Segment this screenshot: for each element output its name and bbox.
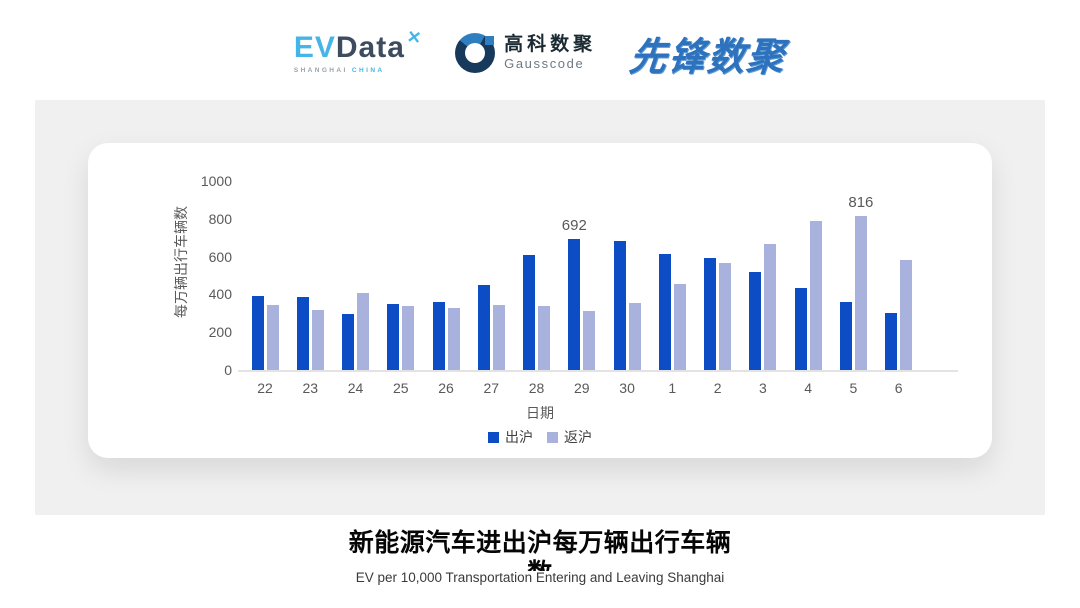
- gausscode-logo-en: Gausscode: [504, 55, 585, 71]
- bar-出沪-2: [704, 258, 717, 370]
- evdata-logo: EV Data ✕ SHANGHAI CHINA: [293, 27, 423, 74]
- legend-label: 返沪: [564, 429, 592, 445]
- y-tick-label: 400: [208, 286, 232, 303]
- bar-出沪-6: [885, 313, 898, 370]
- x-tick-label: 29: [574, 380, 590, 396]
- bar-出沪-4: [794, 287, 807, 370]
- bar-出沪-25: [387, 303, 400, 370]
- bar-返沪-28: [538, 306, 551, 370]
- legend-item-出沪: 出沪: [488, 427, 533, 447]
- pioneer-logo: 先锋数聚: [627, 35, 789, 79]
- gausscode-g-icon: [455, 33, 496, 73]
- chart-legend: 出沪 返沪: [88, 427, 992, 447]
- bar-出沪-29: [568, 239, 581, 370]
- x-tick-label: 2: [713, 380, 722, 396]
- y-tick-label: 1000: [200, 173, 232, 189]
- bar-返沪-30: [628, 302, 641, 370]
- chart-card: 每万辆出行车辆数 日期 出沪 返沪 0 200 400 600 800 1000 22 23 24…: [88, 143, 992, 458]
- bar-出沪-5: [839, 301, 852, 370]
- bar-出沪-1: [658, 254, 671, 370]
- y-axis-title: 每万辆出行车辆数: [173, 206, 189, 318]
- x-tick-label: 4: [804, 380, 812, 396]
- bar-返沪-25: [402, 305, 415, 370]
- bar-出沪-3: [749, 271, 762, 370]
- data-label: 692: [561, 217, 587, 235]
- x-tick-label: 22: [257, 380, 273, 396]
- chart-main-title: 新能源汽车进出沪每万辆出行车辆数: [348, 529, 732, 571]
- evdata-star-icon: ✕: [405, 26, 423, 48]
- bar-返沪-3: [764, 244, 777, 370]
- bar-出沪-22: [251, 296, 264, 370]
- x-tick-label: 3: [758, 380, 767, 396]
- bar-出沪-26: [432, 301, 445, 370]
- data-label: 816: [848, 193, 874, 211]
- gausscode-logo-cn: 高科数聚: [504, 34, 597, 56]
- plot-area: 每万辆出行车辆数 日期 出沪 返沪 0 200 400 600 800 1000 22 23 24…: [88, 143, 992, 458]
- bar-出沪-23: [296, 297, 309, 370]
- x-tick-label: 30: [619, 380, 635, 396]
- x-tick-label: 24: [347, 380, 364, 396]
- x-tick-label: 23: [302, 380, 319, 396]
- x-axis-title: 日期: [526, 405, 554, 421]
- bar-返沪-26: [447, 307, 460, 370]
- bar-返沪-23: [311, 309, 324, 370]
- x-tick-label: 1: [668, 380, 677, 396]
- legend-item-返沪: 返沪: [547, 427, 592, 447]
- x-tick-label: 28: [528, 380, 545, 396]
- evdata-logo-ev: EV: [293, 30, 336, 64]
- bar-出沪-24: [342, 314, 355, 370]
- x-tick-label: 6: [894, 380, 903, 396]
- chart-subtitle: EV per 10,000 Transportation Entering an…: [355, 570, 725, 585]
- bar-返沪-27: [492, 304, 505, 370]
- x-axis-line: [238, 370, 958, 372]
- gausscode-logo: 高科数聚 Gausscode: [455, 33, 596, 73]
- bar-出沪-27: [477, 284, 490, 370]
- legend-swatch-icon: [547, 431, 558, 443]
- y-tick-label: 200: [208, 324, 232, 341]
- x-tick-label: 5: [849, 380, 858, 396]
- legend-swatch-icon: [488, 431, 499, 443]
- bar-返沪-4: [809, 221, 822, 370]
- evdata-logo-shanghai: SHANGHAI: [293, 66, 348, 74]
- bar-出沪-30: [613, 241, 626, 370]
- x-tick-label: 25: [392, 380, 409, 396]
- legend-label: 出沪: [505, 429, 533, 445]
- logo-header: EV Data ✕ SHANGHAI CHINA 高科数聚 Gausscode …: [0, 0, 1080, 100]
- bar-返沪-1: [673, 284, 686, 370]
- bar-返沪-5: [854, 215, 867, 370]
- caption-block: 新能源汽车进出沪每万辆出行车辆数 EV per 10,000 Transport…: [0, 528, 1080, 585]
- bar-返沪-2: [719, 262, 732, 370]
- bar-出沪-28: [523, 254, 536, 370]
- y-tick-label: 600: [208, 248, 232, 265]
- evdata-logo-data: Data: [335, 30, 405, 64]
- bar-返沪-29: [583, 311, 596, 370]
- bar-返沪-6: [900, 260, 913, 370]
- bar-返沪-24: [357, 293, 370, 370]
- bar-返沪-22: [266, 304, 279, 370]
- x-tick-label: 27: [483, 380, 500, 396]
- evdata-logo-china: CHINA: [351, 66, 385, 74]
- x-tick-label: 26: [438, 380, 454, 396]
- y-tick-label: 800: [208, 210, 232, 227]
- y-tick-label: 0: [224, 362, 232, 378]
- chart-panel: 每万辆出行车辆数 日期 出沪 返沪 0 200 400 600 800 1000 22 23 24…: [35, 100, 1045, 515]
